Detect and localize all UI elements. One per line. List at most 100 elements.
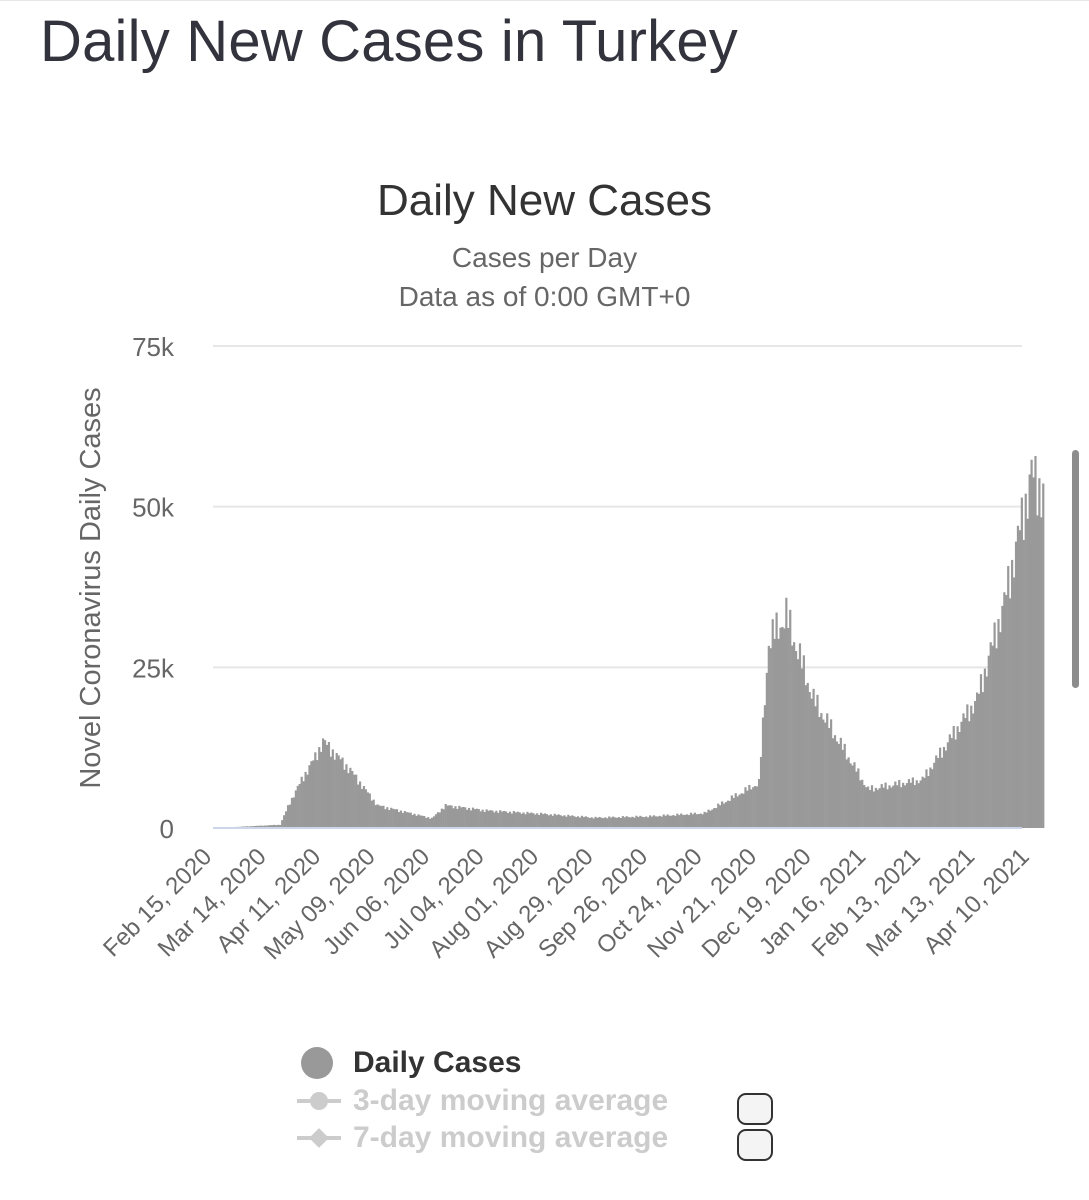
daily-cases-bar <box>1012 577 1016 828</box>
legend-item-3-day-average[interactable]: 3-day moving average <box>295 1083 668 1119</box>
daily-cases-bar <box>1001 605 1004 828</box>
daily-cases-bar <box>543 813 547 828</box>
daily-cases-bar <box>824 722 827 828</box>
daily-cases-bar <box>325 744 329 828</box>
daily-cases-bar <box>333 759 336 828</box>
daily-cases-bar <box>545 814 549 828</box>
daily-cases-bar <box>794 651 798 828</box>
daily-cases-bar <box>685 814 689 828</box>
daily-cases-bar <box>987 655 990 828</box>
daily-cases-bar <box>510 813 513 828</box>
daily-cases-bar <box>682 814 685 828</box>
daily-cases-bar <box>985 676 988 828</box>
daily-cases-bar <box>1026 518 1029 828</box>
daily-cases-bar <box>705 812 708 828</box>
daily-cases-bar <box>641 816 644 828</box>
daily-cases-bar <box>629 817 632 828</box>
daily-cases-bar <box>300 776 303 828</box>
daily-cases-bar <box>744 787 747 828</box>
daily-cases-bar <box>742 793 745 828</box>
daily-cases-bar <box>866 786 870 828</box>
daily-cases-bar <box>388 809 391 828</box>
daily-cases-bar <box>366 792 369 828</box>
daily-cases-bar <box>779 627 782 828</box>
daily-cases-bar <box>995 648 998 828</box>
toggle-3-day-average[interactable] <box>737 1093 773 1125</box>
daily-cases-bar <box>432 816 436 828</box>
daily-cases-bar <box>466 809 469 828</box>
daily-cases-bar <box>358 781 362 828</box>
daily-cases-bar <box>481 809 484 828</box>
legend-item-daily-cases[interactable]: Daily Cases <box>295 1045 521 1081</box>
daily-cases-bar <box>956 726 959 828</box>
daily-cases-bar <box>874 787 877 828</box>
daily-cases-bar <box>915 780 918 828</box>
daily-cases-bar <box>970 705 973 828</box>
daily-cases-bar <box>450 805 453 828</box>
daily-cases-bar <box>763 705 767 828</box>
daily-cases-bar <box>831 738 835 828</box>
daily-cases-bar <box>939 747 942 828</box>
daily-cases-bar <box>810 698 813 828</box>
daily-cases-bar <box>399 810 403 828</box>
daily-cases-bar <box>898 780 901 828</box>
daily-cases-bar <box>748 784 751 828</box>
daily-cases-bar <box>590 817 593 828</box>
daily-cases-bar <box>927 775 930 828</box>
daily-cases-bar <box>650 816 654 828</box>
daily-cases-bar <box>306 774 309 828</box>
toggle-7-day-average[interactable] <box>737 1129 773 1161</box>
daily-cases-bar <box>886 789 889 828</box>
daily-cases-bar <box>833 735 837 828</box>
daily-cases-bar <box>767 645 770 828</box>
daily-cases-bar <box>777 638 780 828</box>
daily-cases-bar <box>637 816 640 828</box>
daily-cases-bar <box>259 825 262 828</box>
daily-cases-bar <box>524 814 527 828</box>
daily-cases-bar <box>660 816 663 828</box>
daily-cases-bar <box>283 815 286 828</box>
scrollbar-thumb[interactable] <box>1072 450 1079 688</box>
daily-cases-bar <box>1009 598 1012 828</box>
daily-cases-bar <box>279 825 282 828</box>
daily-cases-bar <box>1040 517 1043 828</box>
daily-cases-bar <box>471 807 475 828</box>
daily-cases-bar <box>390 807 393 828</box>
daily-cases-bar <box>730 795 733 828</box>
daily-cases-bar <box>436 812 440 828</box>
daily-cases-bar <box>802 655 805 828</box>
daily-cases-bar <box>271 825 274 828</box>
daily-cases-bar <box>395 809 399 828</box>
daily-cases-bar <box>516 811 519 828</box>
daily-cases-bar <box>596 817 599 828</box>
daily-cases-bar <box>257 825 260 828</box>
daily-cases-bar <box>693 812 696 828</box>
daily-cases-bar <box>977 693 981 828</box>
daily-cases-bar <box>853 762 856 828</box>
daily-cases-bar <box>304 771 307 828</box>
daily-cases-bar <box>968 721 971 828</box>
daily-cases-bar <box>553 813 556 828</box>
daily-cases-bar <box>1036 515 1039 828</box>
legend-item-7-day-average[interactable]: 7-day moving average <box>295 1120 668 1156</box>
chart-subtitle-line-1: Cases per Day <box>451 242 638 273</box>
daily-cases-bar <box>1005 594 1008 828</box>
daily-cases-bar <box>417 814 420 828</box>
daily-cases-bar <box>464 807 467 828</box>
daily-cases-bar <box>495 810 498 828</box>
daily-cases-bar <box>522 812 525 828</box>
daily-cases-bar <box>689 812 693 828</box>
daily-cases-bar <box>327 741 331 828</box>
daily-cases-bar <box>255 825 259 828</box>
daily-cases-bar <box>841 749 844 828</box>
y-axis-title: Novel Coronavirus Daily Cases <box>75 387 107 788</box>
daily-cases-bar <box>935 755 938 828</box>
daily-cases-bar <box>687 815 691 828</box>
daily-cases-bar <box>569 816 572 828</box>
daily-cases-bar <box>884 782 887 828</box>
daily-cases-bar <box>290 797 294 828</box>
daily-cases-bar <box>479 811 482 828</box>
daily-cases-bar <box>536 813 539 828</box>
daily-cases-bar <box>559 815 562 828</box>
daily-cases-bar <box>322 738 325 828</box>
